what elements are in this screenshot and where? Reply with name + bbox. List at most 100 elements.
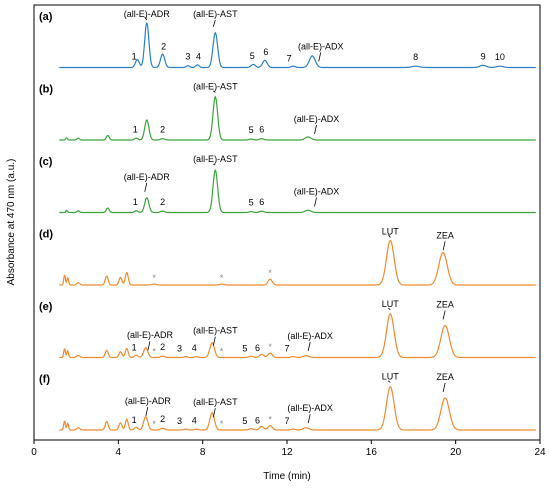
label-leader [314, 124, 317, 135]
peak-number-label: 3 [177, 343, 182, 353]
compound-label: (all-E)-ADX [294, 186, 340, 196]
x-tick-label: 12 [281, 447, 293, 458]
compound-label: (all-E)-ADR [124, 9, 170, 19]
label-leader [147, 341, 151, 351]
x-tick-label: 0 [31, 447, 37, 458]
peak-number-label: 8 [413, 52, 418, 62]
peak-number-label: 10 [495, 52, 505, 62]
compound-label: ZEA [436, 230, 454, 240]
x-axis: 0 4 8 12 16 20 24 [31, 440, 546, 458]
peak-number-label: 6 [255, 416, 260, 426]
impurity-marker: * [268, 415, 272, 425]
peak-number-label: 5 [250, 51, 255, 61]
compound-label: (all-E)-AST [193, 82, 238, 92]
impurity-marker: * [220, 419, 224, 429]
x-tick-label: 24 [534, 447, 546, 458]
panel-b: (b) (all-E)-AST (all-E)-ADX 1 2 5 6 [39, 82, 536, 141]
panel-letter: (e) [39, 301, 53, 313]
impurity-marker: * [268, 342, 272, 352]
compound-label: (all-E)-ADR [124, 172, 170, 182]
peak-number-label: 5 [249, 198, 254, 208]
impurity-marker: * [152, 419, 156, 429]
peak-number-label: 1 [133, 125, 138, 135]
x-tick-label: 16 [366, 447, 378, 458]
compound-label: ZEA [436, 372, 454, 382]
peak-number-label: 7 [284, 416, 289, 426]
panel-letter: (b) [39, 84, 53, 96]
label-leader [388, 307, 391, 311]
compound-label: LUT [382, 227, 400, 237]
compound-label: (all-E)-AST [193, 154, 238, 164]
impurity-marker: * [152, 273, 156, 283]
peak-number-label: 4 [192, 416, 197, 426]
label-leader [318, 52, 322, 62]
compound-label: (all-E)-ADX [287, 331, 333, 341]
peak-number-label: 2 [161, 42, 166, 52]
peak-number-label: 4 [192, 343, 197, 353]
impurity-marker: * [152, 346, 156, 356]
compound-label: (all-E)-AST [193, 9, 238, 19]
trace-f [59, 386, 536, 431]
peak-number-label: 9 [481, 51, 486, 61]
label-leader [145, 406, 149, 416]
panel-c: (c) (all-E)-ADR (all-E)-AST (all-E)-ADX 1 2 5 6 [39, 154, 536, 214]
compound-label: LUT [382, 372, 400, 382]
trace-e [59, 313, 536, 359]
y-axis-label: Absorbance at 470 nm (a.u.) [6, 159, 17, 286]
compound-label: (all-E)-AST [193, 397, 238, 407]
compound-label: (all-E)-ADR [127, 330, 173, 340]
peak-number-label: 2 [160, 125, 165, 135]
peak-number-label: 6 [255, 343, 260, 353]
x-tick-label: 20 [450, 447, 462, 458]
plot-frame [33, 4, 541, 441]
label-leader [213, 90, 216, 93]
compound-label: (all-E)-ADX [298, 41, 344, 51]
panel-letter: (f) [39, 374, 50, 386]
label-leader [212, 336, 216, 346]
impurity-marker: * [220, 346, 224, 356]
x-tick-label: 8 [200, 447, 206, 458]
peak-number-label: 3 [185, 52, 190, 62]
label-leader [212, 19, 216, 27]
x-tick-label: 4 [116, 447, 122, 458]
compound-label: (all-E)-AST [193, 326, 238, 336]
peak-number-label: 7 [287, 53, 292, 63]
impurity-marker: * [268, 268, 272, 278]
peak-number-label: 7 [284, 343, 289, 353]
label-leader [212, 408, 216, 418]
trace-c [59, 169, 536, 214]
peak-number-label: 2 [160, 414, 165, 424]
panel-f: (f) (all-E)-ADR (all-E)-AST (all-E)-ADX LUT Z… [39, 372, 536, 431]
compound-label: LUT [382, 299, 400, 309]
peak-number-label: 1 [133, 197, 138, 207]
peak-number-label: 5 [249, 125, 254, 135]
compound-label: ZEA [436, 299, 454, 309]
panel-letter: (c) [39, 156, 53, 168]
trace-b [59, 95, 536, 141]
peak-number-label: 5 [242, 416, 247, 426]
panel-a: (a) (all-E)-ADR (all-E)-AST (all-E)-ADX 1 2 3 4… [39, 9, 536, 69]
peak-number-label: 6 [259, 197, 264, 207]
peak-number-label: 4 [196, 51, 201, 61]
peak-number-label: 6 [263, 47, 268, 57]
trace-d [59, 239, 536, 286]
panel-letter: (d) [39, 229, 53, 241]
x-axis-label: Time (min) [263, 471, 310, 482]
peak-number-label: 1 [132, 342, 137, 352]
panel-d: (d) LUT ZEA * * * [39, 227, 536, 286]
compound-label: (all-E)-ADR [125, 396, 171, 406]
label-leader [314, 197, 317, 207]
label-leader [442, 310, 446, 320]
peak-number-label: 5 [242, 343, 247, 353]
peak-number-label: 1 [132, 415, 137, 425]
label-leader [442, 241, 446, 251]
label-leader [144, 182, 148, 192]
impurity-marker: * [220, 273, 224, 283]
label-leader [307, 414, 311, 424]
panel-letter: (a) [39, 11, 53, 23]
label-leader [213, 163, 216, 166]
peak-number-label: 2 [160, 197, 165, 207]
